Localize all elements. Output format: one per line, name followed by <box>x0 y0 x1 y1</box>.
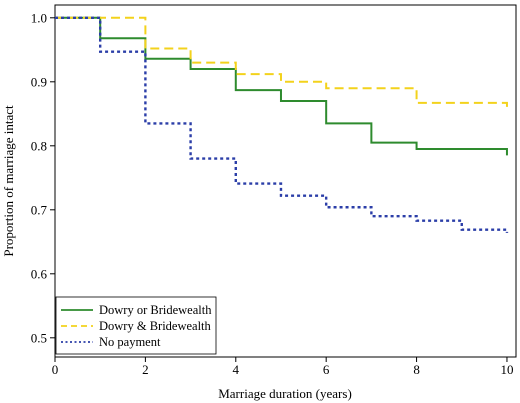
x-tick-label: 8 <box>413 362 420 377</box>
legend-label: No payment <box>99 335 161 349</box>
x-tick-label: 4 <box>233 362 240 377</box>
x-tick-label: 0 <box>52 362 59 377</box>
y-tick-label: 0.9 <box>31 74 47 89</box>
series-line-3 <box>55 16 509 233</box>
y-tick-label: 0.7 <box>31 202 48 217</box>
x-tick-label: 2 <box>142 362 149 377</box>
series-line-2 <box>55 16 508 110</box>
legend-label: Dowry or Bridewealth <box>99 303 212 317</box>
plot-frame <box>54 4 517 358</box>
legend: Dowry or Bridewealth Dowry & Bridewealth N… <box>55 296 217 355</box>
y-tick-label: 0.5 <box>31 330 47 345</box>
y-tick-label: 1.0 <box>31 10 47 25</box>
x-tick-label: 6 <box>323 362 330 377</box>
x-axis-label: Marriage duration (years) <box>218 386 352 401</box>
series-layer <box>55 16 509 233</box>
y-tick-label: 0.6 <box>31 266 48 281</box>
series-line-1 <box>55 16 508 156</box>
y-tick-label: 0.8 <box>31 138 47 153</box>
x-axis-ticks: 0 2 4 6 8 10 <box>52 357 513 377</box>
y-axis-ticks: 0.5 0.6 0.7 0.8 0.9 1.0 <box>31 10 55 345</box>
y-axis-label: Proportion of marriage intact <box>1 105 16 257</box>
legend-label: Dowry & Bridewealth <box>99 319 212 333</box>
x-tick-label: 10 <box>500 362 513 377</box>
